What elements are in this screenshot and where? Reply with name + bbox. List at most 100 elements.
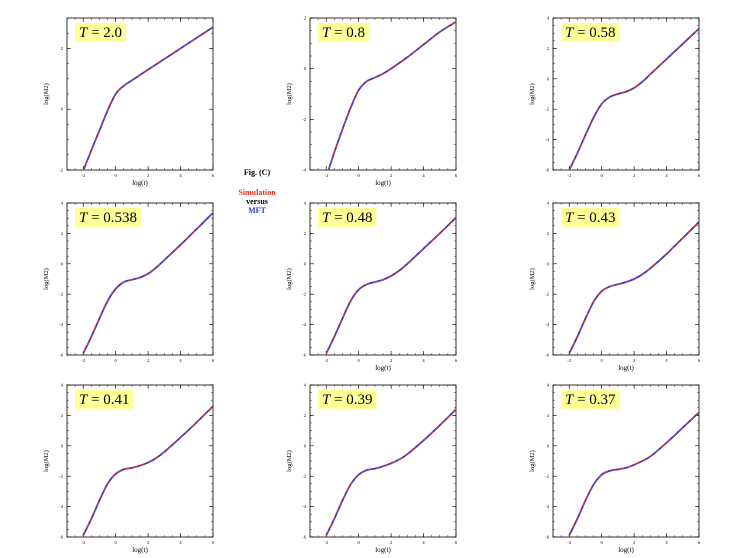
y-axis-label: log(M2) — [529, 268, 536, 290]
x-axis-label: log(t) — [132, 179, 148, 187]
x-tick-label: -2 — [81, 173, 85, 178]
x-tick-label: 2 — [633, 540, 635, 545]
x-tick-label: 4 — [179, 173, 182, 178]
x-tick-label: 4 — [179, 540, 182, 545]
y-tick-label: 0 — [547, 443, 550, 448]
y-tick-label: -4 — [545, 322, 549, 327]
temperature-label-box — [75, 208, 142, 227]
series-mft-line — [327, 21, 456, 170]
y-tick-label: -4 — [302, 322, 306, 327]
series-simulation-line — [325, 217, 456, 354]
temperature-text: T = 0.39 — [322, 392, 373, 408]
x-axis-label: log(t) — [618, 546, 634, 554]
y-axis-label: log(M2) — [286, 83, 293, 105]
x-tick-label: -2 — [324, 540, 328, 545]
series-mft-line — [568, 27, 699, 170]
panel-8: -2 0 2 4 6 -6 -4 -2 0 2 4 log(t) log(M2) T = 0.39 — [286, 383, 458, 555]
series-mft-line — [325, 216, 456, 354]
x-tick-label: 4 — [665, 358, 668, 363]
x-tick-label: -2 — [567, 540, 571, 545]
panel-7: -2 0 2 4 6 -6 -4 -2 0 2 4 log(t) log(M2) T = 0.41 — [43, 383, 215, 555]
temperature-text: T = 0.37 — [565, 392, 616, 408]
y-tick-label: 4 — [304, 383, 307, 388]
x-tick-label: 4 — [422, 540, 425, 545]
x-tick-label: 2 — [147, 540, 149, 545]
x-tick-label: -2 — [324, 173, 328, 178]
temperature-text: T = 0.8 — [322, 25, 365, 41]
y-axis-label: log(M2) — [286, 450, 293, 472]
y-tick-label: 2 — [61, 46, 63, 51]
y-tick-label: -4 — [545, 504, 549, 509]
y-tick-label: -6 — [302, 353, 306, 358]
series-simulation-line — [82, 212, 213, 354]
y-tick-label: 2 — [304, 231, 306, 236]
y-tick-label: 0 — [304, 443, 307, 448]
y-tick-label: -4 — [302, 168, 306, 173]
y-tick-label: -2 — [302, 117, 306, 122]
y-tick-label: -6 — [545, 535, 549, 540]
x-tick-label: 0 — [358, 173, 361, 178]
figure-label: Fig. (C) — [243, 168, 271, 177]
y-tick-label: -2 — [59, 292, 63, 297]
y-tick-label: 0 — [547, 261, 550, 266]
x-axis-label: log(t) — [375, 179, 391, 187]
temperature-label: T = 0.8 — [318, 23, 370, 42]
x-tick-label: 4 — [665, 173, 668, 178]
y-axis-label: log(M2) — [286, 268, 293, 290]
x-tick-label: 6 — [698, 173, 701, 178]
x-tick-label: 6 — [455, 173, 458, 178]
x-tick-label: -2 — [567, 173, 571, 178]
temperature-label: T = 0.538 — [75, 208, 142, 227]
y-tick-label: -2 — [59, 168, 63, 173]
y-axis-label: log(M2) — [43, 83, 50, 105]
legend-mft: MFT — [248, 206, 266, 215]
y-tick-label: 2 — [304, 16, 306, 21]
y-tick-label: 0 — [304, 66, 307, 71]
x-tick-label: 6 — [212, 358, 215, 363]
y-tick-label: -4 — [545, 137, 549, 142]
x-tick-label: 0 — [601, 358, 604, 363]
y-tick-label: 2 — [547, 231, 549, 236]
y-axis-label: log(M2) — [43, 450, 50, 472]
temperature-label-box — [561, 390, 621, 409]
y-axis-label: log(M2) — [43, 268, 50, 290]
y-tick-label: 0 — [61, 443, 64, 448]
panel-4: -2 0 2 4 6 -6 -4 -2 0 2 4 log(M2) T = 0.538 — [43, 201, 215, 364]
y-axis-label: log(M2) — [529, 450, 536, 472]
temperature-label-box — [561, 208, 620, 227]
temperature-text: T = 0.41 — [79, 392, 130, 408]
x-tick-label: 2 — [390, 358, 392, 363]
x-tick-label: 6 — [212, 173, 215, 178]
panel-3: -2 0 2 4 6 -6 -4 -2 0 2 4 log(M2) T = 0.58 — [529, 16, 701, 179]
temperature-label-box — [75, 390, 134, 409]
x-tick-label: 0 — [601, 540, 604, 545]
temperature-label-box — [318, 23, 370, 42]
y-tick-label: -2 — [545, 474, 549, 479]
y-tick-label: 4 — [547, 16, 550, 21]
temperature-text: T = 0.538 — [79, 210, 137, 226]
y-tick-label: -6 — [302, 535, 306, 540]
x-tick-label: 4 — [422, 173, 425, 178]
y-tick-label: -2 — [545, 107, 549, 112]
x-tick-label: 6 — [212, 540, 215, 545]
y-tick-label: -2 — [545, 292, 549, 297]
x-tick-label: 2 — [633, 358, 635, 363]
temperature-text: T = 0.58 — [565, 25, 616, 41]
series-simulation-line — [82, 26, 213, 170]
temperature-label: T = 0.43 — [561, 208, 620, 227]
series-simulation-line — [568, 411, 699, 536]
y-tick-label: 2 — [61, 413, 63, 418]
y-tick-label: 0 — [61, 107, 64, 112]
y-tick-label: -4 — [59, 504, 63, 509]
y-tick-label: -6 — [59, 535, 63, 540]
x-tick-label: 6 — [455, 540, 458, 545]
x-tick-label: 6 — [698, 540, 701, 545]
legend: Fig. (C) Simulation versus MFT — [222, 168, 292, 215]
x-tick-label: 4 — [422, 358, 425, 363]
y-tick-label: -6 — [545, 168, 549, 173]
y-axis-label: log(M2) — [529, 83, 536, 105]
panel-5: -2 0 2 4 6 -6 -4 -2 0 2 4 log(t) log(M2) T = 0.48 — [286, 201, 458, 373]
panel-6: -2 0 2 4 6 -6 -4 -2 0 2 4 log(t) log(M2) T = 0.43 — [529, 201, 701, 373]
